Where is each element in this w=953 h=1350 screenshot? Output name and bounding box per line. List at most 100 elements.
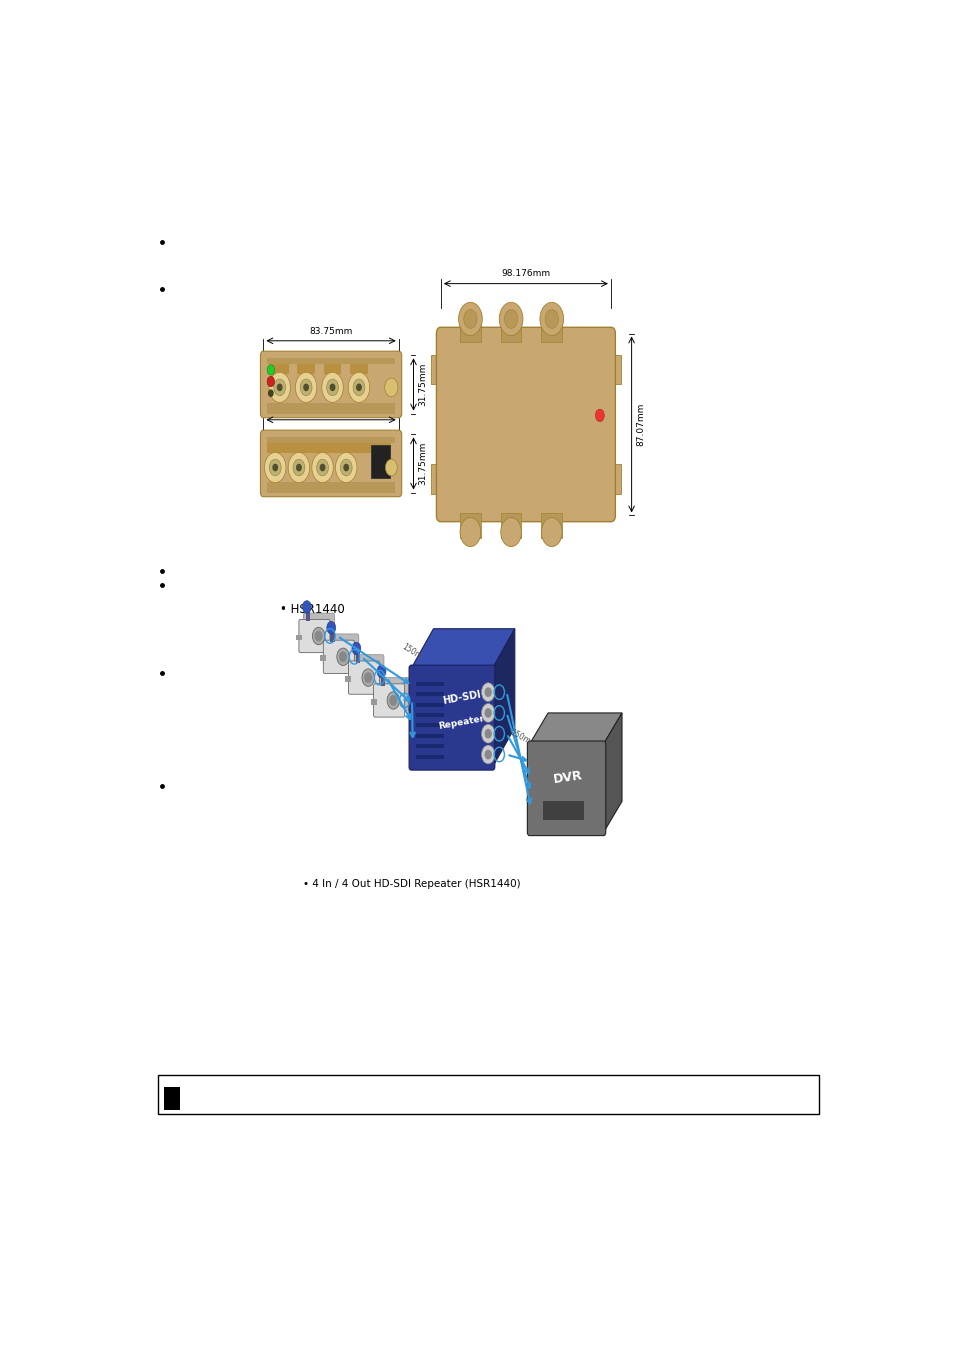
Bar: [416, 682, 444, 686]
FancyBboxPatch shape: [323, 640, 354, 674]
Circle shape: [485, 751, 491, 759]
Circle shape: [267, 364, 274, 375]
Circle shape: [269, 373, 290, 402]
Bar: [370, 699, 376, 705]
Text: 31.75mm: 31.75mm: [417, 363, 427, 406]
Bar: [267, 482, 395, 493]
Bar: [267, 437, 395, 443]
Polygon shape: [603, 713, 621, 833]
Bar: [541, 313, 561, 342]
Circle shape: [361, 668, 374, 686]
Circle shape: [288, 452, 310, 482]
Circle shape: [293, 459, 305, 475]
Circle shape: [339, 652, 346, 662]
Circle shape: [336, 648, 349, 666]
Circle shape: [344, 464, 348, 471]
Circle shape: [264, 452, 286, 482]
Bar: [267, 443, 391, 454]
Bar: [320, 655, 326, 662]
Bar: [416, 755, 444, 759]
Circle shape: [384, 378, 397, 397]
Text: HD-SDI: HD-SDI: [441, 690, 481, 706]
Circle shape: [304, 385, 308, 390]
Circle shape: [277, 385, 282, 390]
FancyBboxPatch shape: [348, 662, 379, 694]
Bar: [416, 744, 444, 748]
Bar: [500, 313, 521, 342]
Bar: [416, 724, 444, 728]
Circle shape: [274, 379, 285, 396]
Circle shape: [481, 683, 495, 702]
FancyBboxPatch shape: [260, 431, 401, 497]
Bar: [416, 734, 444, 738]
Circle shape: [326, 379, 338, 396]
Text: 83.75mm: 83.75mm: [309, 327, 353, 336]
Circle shape: [387, 691, 399, 709]
Circle shape: [356, 385, 361, 390]
FancyBboxPatch shape: [303, 613, 335, 647]
Bar: [355, 651, 359, 663]
Text: • HSR1440: • HSR1440: [280, 602, 345, 616]
Bar: [459, 313, 480, 342]
Text: DVR: DVR: [552, 769, 583, 786]
Circle shape: [327, 621, 335, 634]
Bar: [330, 629, 335, 643]
Circle shape: [498, 302, 522, 336]
Circle shape: [352, 643, 360, 655]
Circle shape: [390, 695, 396, 705]
Circle shape: [321, 373, 343, 402]
Bar: [607, 464, 620, 494]
Bar: [430, 464, 443, 494]
Bar: [267, 358, 395, 364]
Polygon shape: [411, 629, 515, 668]
FancyBboxPatch shape: [298, 620, 330, 652]
Text: • 4 In / 4 Out HD-SDI Repeater (HSR1440): • 4 In / 4 Out HD-SDI Repeater (HSR1440): [302, 879, 519, 890]
Circle shape: [330, 385, 335, 390]
Bar: [306, 609, 310, 621]
Bar: [380, 674, 385, 686]
Circle shape: [269, 390, 273, 397]
Bar: [500, 513, 521, 539]
Circle shape: [500, 517, 521, 547]
Circle shape: [385, 459, 396, 475]
Circle shape: [335, 452, 356, 482]
Circle shape: [481, 703, 495, 722]
FancyBboxPatch shape: [328, 634, 358, 667]
Circle shape: [595, 409, 603, 421]
Text: 83.75mm: 83.75mm: [309, 405, 353, 414]
Bar: [345, 676, 351, 682]
Bar: [164, 1087, 180, 1110]
Bar: [541, 513, 561, 539]
Bar: [416, 713, 444, 717]
Bar: [430, 355, 443, 385]
Bar: [323, 363, 341, 374]
Circle shape: [541, 517, 561, 547]
Circle shape: [485, 688, 491, 697]
Bar: [542, 802, 583, 819]
Circle shape: [376, 666, 386, 678]
Text: 150m: 150m: [508, 728, 531, 747]
Bar: [370, 444, 390, 478]
Circle shape: [269, 459, 281, 475]
Circle shape: [481, 725, 495, 743]
Circle shape: [544, 309, 558, 328]
Circle shape: [364, 672, 371, 682]
Text: Repeater: Repeater: [437, 714, 485, 732]
Polygon shape: [492, 629, 515, 767]
Circle shape: [353, 379, 364, 396]
Bar: [416, 693, 444, 697]
Bar: [297, 363, 314, 374]
Circle shape: [300, 379, 312, 396]
FancyBboxPatch shape: [374, 684, 404, 717]
Text: 98.176mm: 98.176mm: [501, 270, 550, 278]
Circle shape: [348, 373, 370, 402]
Circle shape: [539, 302, 563, 336]
Circle shape: [320, 464, 324, 471]
Text: 87.07mm: 87.07mm: [636, 402, 644, 446]
Bar: [416, 702, 444, 706]
Circle shape: [315, 632, 321, 641]
FancyBboxPatch shape: [527, 741, 605, 836]
FancyBboxPatch shape: [409, 666, 495, 769]
FancyBboxPatch shape: [353, 655, 383, 688]
Text: 150m: 150m: [400, 641, 423, 662]
